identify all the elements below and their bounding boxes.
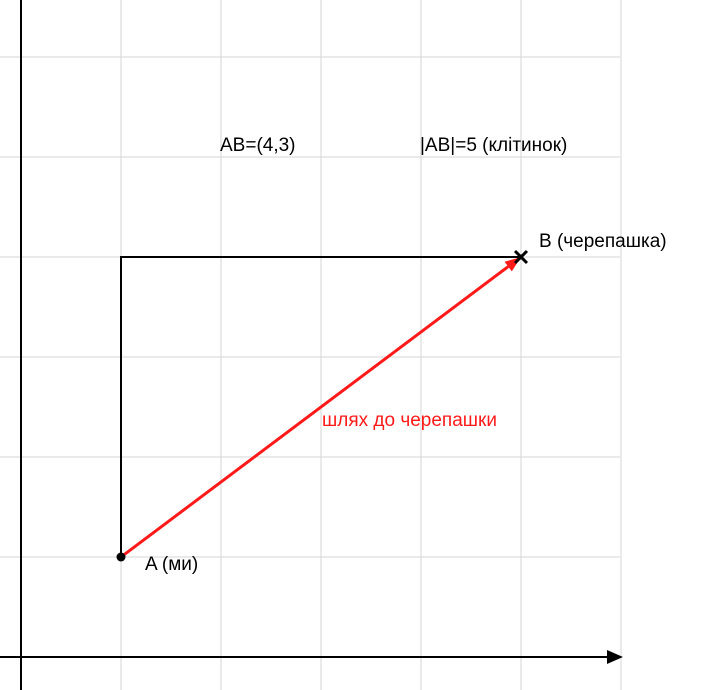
point-a-dot-icon (116, 552, 126, 562)
point-b-cross-icon (513, 249, 529, 265)
vector-length-label: |AB|=5 (клітинок) (420, 135, 567, 156)
cross-stroke (513, 249, 529, 265)
point-a-label: A (ми) (145, 554, 198, 575)
vector-components (120, 256, 521, 557)
path-vector (120, 265, 510, 559)
vector-coordinates-label: AB=(4,3) (220, 135, 296, 156)
grid-lines (0, 0, 622, 690)
path-label: шлях до черепашки (322, 410, 497, 431)
point-b-label: B (черепашка) (539, 231, 667, 252)
axes (0, 0, 623, 690)
x-axis-arrow-icon (607, 650, 623, 664)
